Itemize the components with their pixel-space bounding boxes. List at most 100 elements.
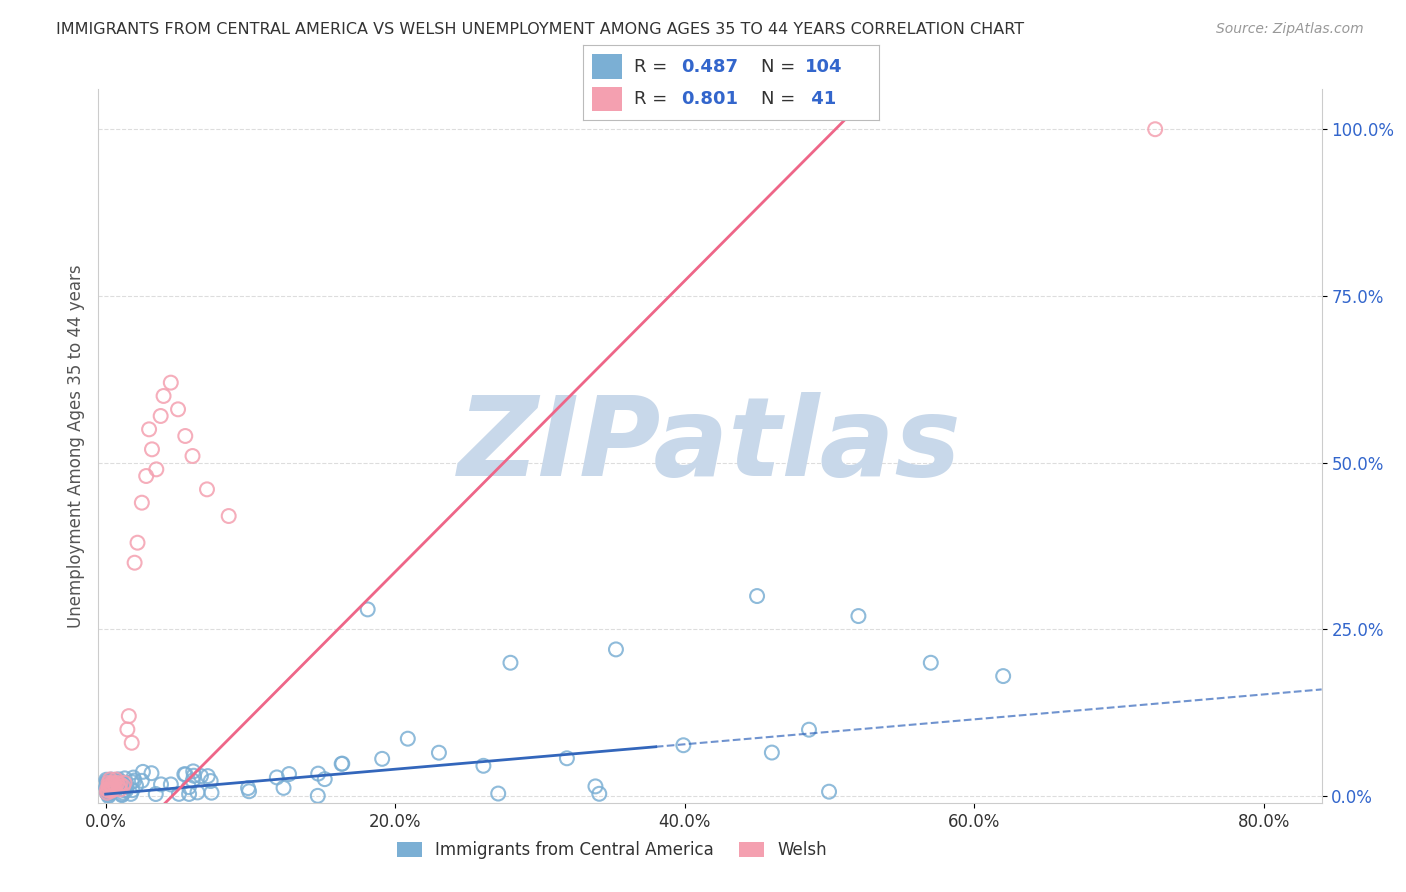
Point (112, 786, 135, 800)
Point (138, 422, 160, 436)
Point (314, 772, 336, 786)
Point (218, 509, 240, 524)
Point (273, 780, 295, 795)
Text: 104: 104 (804, 58, 842, 76)
Point (104, 774, 127, 789)
Point (672, 738, 695, 752)
Point (104, 772, 127, 787)
Point (98, 772, 121, 787)
Point (104, 779, 127, 793)
FancyBboxPatch shape (592, 54, 621, 78)
Point (149, 409, 172, 423)
Point (427, 746, 450, 760)
Point (97, 779, 120, 793)
Point (112, 778, 135, 792)
Point (107, 772, 129, 787)
Point (97, 784, 120, 798)
Point (97, 789, 120, 803)
Text: Source: ZipAtlas.com: Source: ZipAtlas.com (1216, 22, 1364, 37)
Point (97, 781, 120, 796)
Point (499, 656, 522, 670)
Point (98, 777, 121, 791)
Point (101, 782, 124, 797)
Point (97, 782, 120, 797)
Point (238, 784, 260, 798)
Point (96, 774, 118, 789)
Point (97, 782, 120, 797)
Point (101, 772, 124, 787)
Point (181, 449, 204, 463)
Point (183, 769, 205, 783)
Point (797, 723, 820, 737)
Point (555, 751, 578, 765)
Point (97, 788, 120, 802)
Point (96, 775, 118, 789)
Point (141, 442, 163, 457)
Point (371, 752, 394, 766)
Y-axis label: Unemployment Among Ages 35 to 44 years: Unemployment Among Ages 35 to 44 years (66, 264, 84, 628)
Point (159, 376, 181, 390)
Point (173, 767, 195, 781)
Point (111, 788, 134, 802)
Text: N =: N = (761, 90, 800, 108)
Point (278, 767, 301, 781)
Point (167, 787, 190, 801)
Point (98, 774, 121, 789)
Point (115, 776, 138, 790)
Point (98, 786, 121, 800)
Point (145, 462, 167, 476)
Point (100, 779, 122, 793)
Text: 0.487: 0.487 (681, 58, 738, 76)
Point (96, 782, 118, 797)
Text: N =: N = (761, 58, 800, 76)
Point (307, 789, 329, 803)
Point (150, 777, 173, 791)
Point (108, 777, 131, 791)
Point (125, 779, 148, 793)
Point (330, 756, 353, 771)
Point (100, 785, 122, 799)
Point (100, 783, 122, 797)
Point (127, 535, 149, 549)
Point (174, 429, 197, 443)
Point (135, 469, 157, 483)
Point (848, 609, 870, 624)
Point (115, 783, 138, 797)
FancyBboxPatch shape (592, 87, 621, 112)
Point (124, 773, 146, 788)
Point (96, 786, 118, 800)
Point (307, 766, 329, 780)
Point (114, 772, 136, 786)
Point (121, 736, 143, 750)
Point (124, 556, 146, 570)
Point (396, 731, 419, 746)
Text: R =: R = (634, 58, 672, 76)
Point (97, 782, 120, 797)
Point (200, 786, 222, 800)
Point (745, 589, 768, 603)
Point (103, 777, 125, 791)
Point (98, 784, 121, 798)
Point (104, 776, 127, 790)
Point (167, 402, 190, 417)
Point (98, 782, 121, 797)
Point (818, 785, 841, 799)
Point (152, 389, 174, 403)
Point (105, 776, 128, 790)
Point (181, 764, 204, 779)
Point (190, 769, 212, 783)
Point (357, 602, 380, 616)
Point (98, 786, 121, 800)
Point (991, 669, 1014, 683)
Point (98, 774, 121, 789)
Point (121, 775, 143, 789)
Point (160, 777, 183, 791)
Point (98, 780, 121, 795)
Point (97, 777, 120, 791)
Point (118, 709, 141, 723)
Point (94, 780, 117, 795)
Point (97, 776, 120, 790)
Point (132, 764, 155, 779)
Point (96, 787, 118, 801)
Point (112, 779, 135, 793)
